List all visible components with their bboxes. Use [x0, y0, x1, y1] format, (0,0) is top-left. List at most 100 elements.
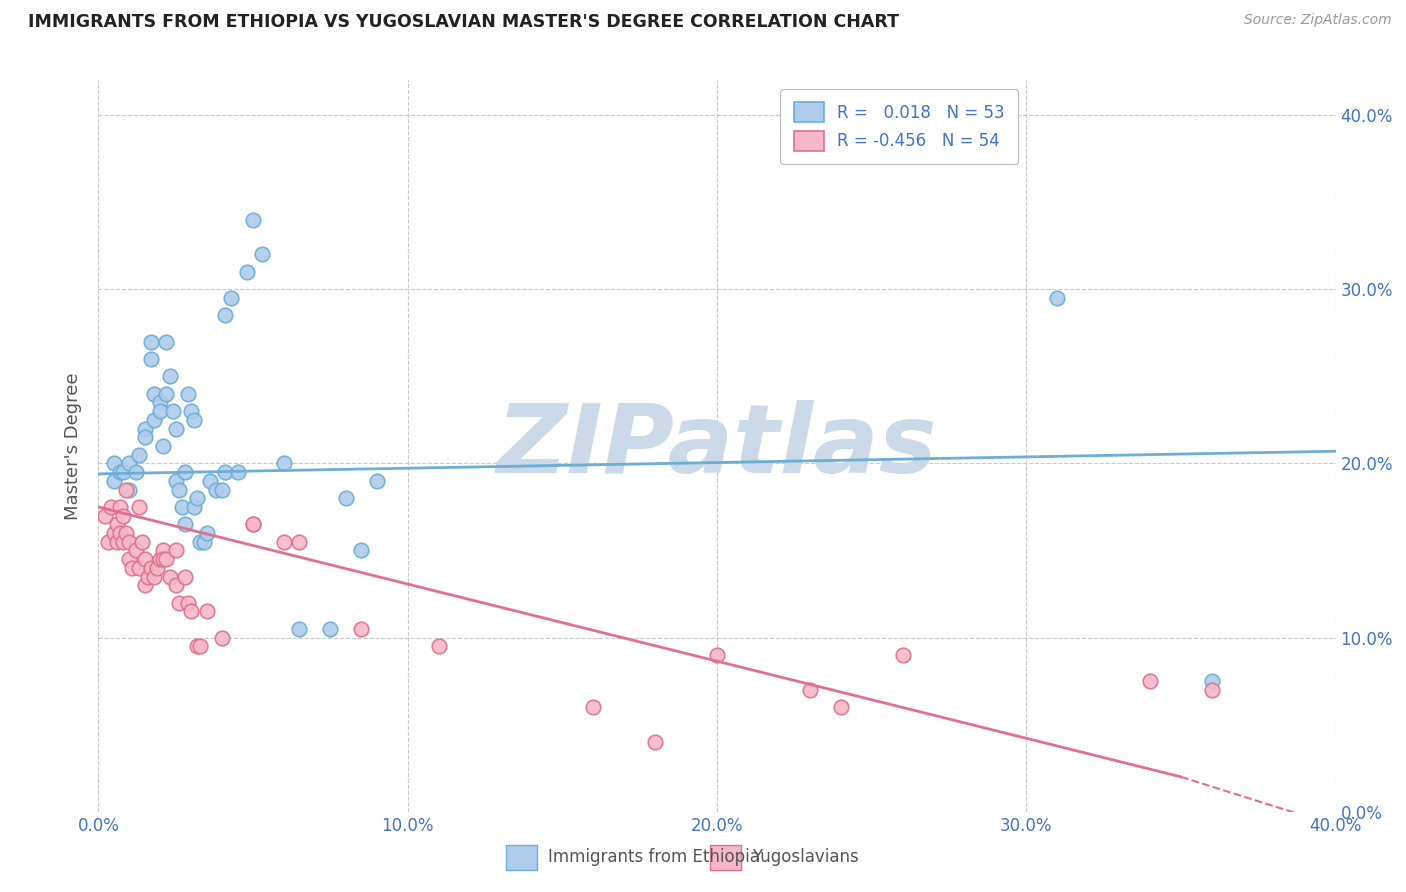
Point — [112, 465, 135, 479]
Point — [186, 640, 208, 654]
Y-axis label: Master's Degree: Master's Degree — [65, 372, 83, 520]
Point — [335, 491, 357, 506]
Text: ZIPatlas: ZIPatlas — [496, 400, 938, 492]
Point — [211, 483, 233, 497]
Point — [186, 491, 208, 506]
Point — [180, 604, 202, 618]
Point — [350, 543, 373, 558]
Point — [134, 578, 156, 592]
Point — [131, 534, 153, 549]
Point — [830, 700, 852, 714]
Point — [242, 517, 264, 532]
Legend: R =   0.018   N = 53, R = -0.456   N = 54: R = 0.018 N = 53, R = -0.456 N = 54 — [780, 88, 1018, 164]
Point — [97, 534, 120, 549]
Point — [214, 309, 236, 323]
Point — [706, 648, 728, 662]
Point — [350, 622, 373, 636]
Point — [143, 413, 166, 427]
Point — [177, 596, 200, 610]
Point — [155, 334, 177, 349]
Point — [108, 465, 131, 479]
Point — [799, 682, 821, 697]
Point — [165, 421, 187, 435]
Point — [118, 552, 141, 566]
Point — [100, 500, 122, 514]
Point — [139, 351, 162, 366]
Point — [288, 534, 311, 549]
Point — [174, 465, 197, 479]
Point — [134, 552, 156, 566]
Point — [103, 526, 125, 541]
Point — [183, 500, 205, 514]
Point — [108, 526, 131, 541]
Text: IMMIGRANTS FROM ETHIOPIA VS YUGOSLAVIAN MASTER'S DEGREE CORRELATION CHART: IMMIGRANTS FROM ETHIOPIA VS YUGOSLAVIAN … — [28, 13, 898, 31]
Point — [1201, 674, 1223, 689]
Point — [644, 735, 666, 749]
Point — [112, 508, 135, 523]
Point — [152, 552, 174, 566]
Point — [195, 604, 218, 618]
Point — [118, 534, 141, 549]
Point — [152, 439, 174, 453]
Point — [366, 474, 388, 488]
Point — [134, 421, 156, 435]
Point — [149, 404, 172, 418]
Point — [174, 569, 197, 583]
Point — [149, 552, 172, 566]
Point — [136, 569, 159, 583]
Point — [183, 413, 205, 427]
Point — [146, 561, 169, 575]
Point — [149, 395, 172, 409]
Point — [198, 474, 221, 488]
Point — [103, 457, 125, 471]
Text: Source: ZipAtlas.com: Source: ZipAtlas.com — [1244, 13, 1392, 28]
Point — [134, 430, 156, 444]
Point — [121, 561, 143, 575]
Point — [242, 212, 264, 227]
Point — [177, 386, 200, 401]
Point — [211, 631, 233, 645]
Point — [319, 622, 342, 636]
Point — [103, 474, 125, 488]
Point — [118, 457, 141, 471]
Point — [167, 483, 190, 497]
Point — [273, 534, 295, 549]
Point — [155, 552, 177, 566]
Point — [115, 483, 138, 497]
Point — [108, 500, 131, 514]
Point — [112, 534, 135, 549]
Point — [143, 386, 166, 401]
Point — [195, 526, 218, 541]
Point — [582, 700, 605, 714]
Point — [143, 569, 166, 583]
Point — [128, 561, 150, 575]
Point — [180, 404, 202, 418]
Point — [252, 247, 274, 261]
Point — [162, 404, 184, 418]
Point — [242, 517, 264, 532]
Point — [427, 640, 450, 654]
Point — [128, 448, 150, 462]
Text: Yugoslavians: Yugoslavians — [752, 848, 859, 866]
Point — [226, 465, 249, 479]
Point — [105, 534, 128, 549]
Point — [1139, 674, 1161, 689]
Point — [139, 334, 162, 349]
Point — [221, 291, 243, 305]
Point — [1201, 682, 1223, 697]
Point — [205, 483, 228, 497]
Point — [174, 517, 197, 532]
Point — [1046, 291, 1069, 305]
Point — [214, 465, 236, 479]
Point — [236, 265, 259, 279]
Point — [124, 465, 146, 479]
Point — [152, 543, 174, 558]
Point — [891, 648, 914, 662]
Point — [124, 543, 146, 558]
Point — [190, 640, 212, 654]
Point — [165, 543, 187, 558]
Point — [165, 578, 187, 592]
Point — [159, 369, 181, 384]
Point — [115, 526, 138, 541]
Text: Immigrants from Ethiopia: Immigrants from Ethiopia — [548, 848, 761, 866]
